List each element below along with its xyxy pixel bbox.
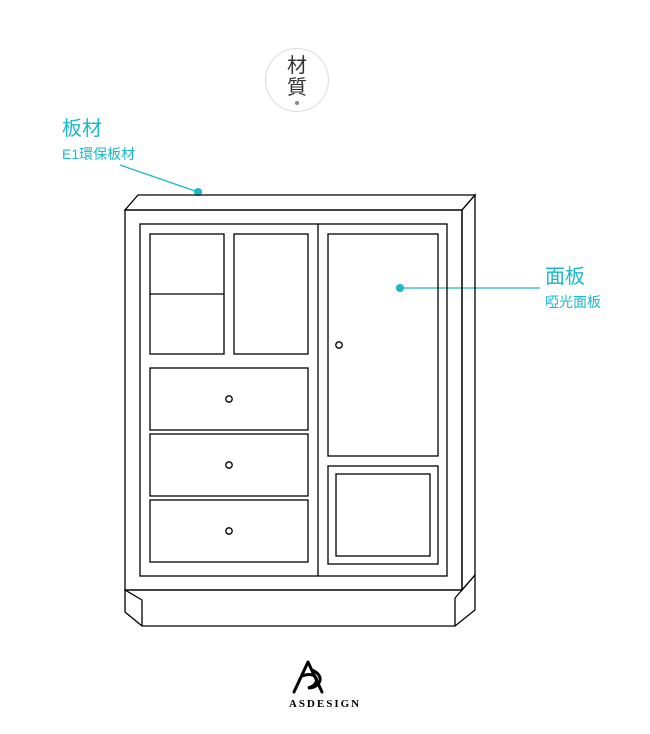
callout-panel-dot-icon [396, 284, 404, 292]
asdesign-logo-icon [294, 662, 322, 692]
callout-board-leader [120, 165, 198, 192]
asdesign-logo: ASDESIGN [289, 698, 361, 710]
asdesign-logo-text: ASDESIGN [289, 698, 361, 710]
diagram-svg [0, 0, 650, 734]
cabinet-drawing [125, 195, 475, 626]
